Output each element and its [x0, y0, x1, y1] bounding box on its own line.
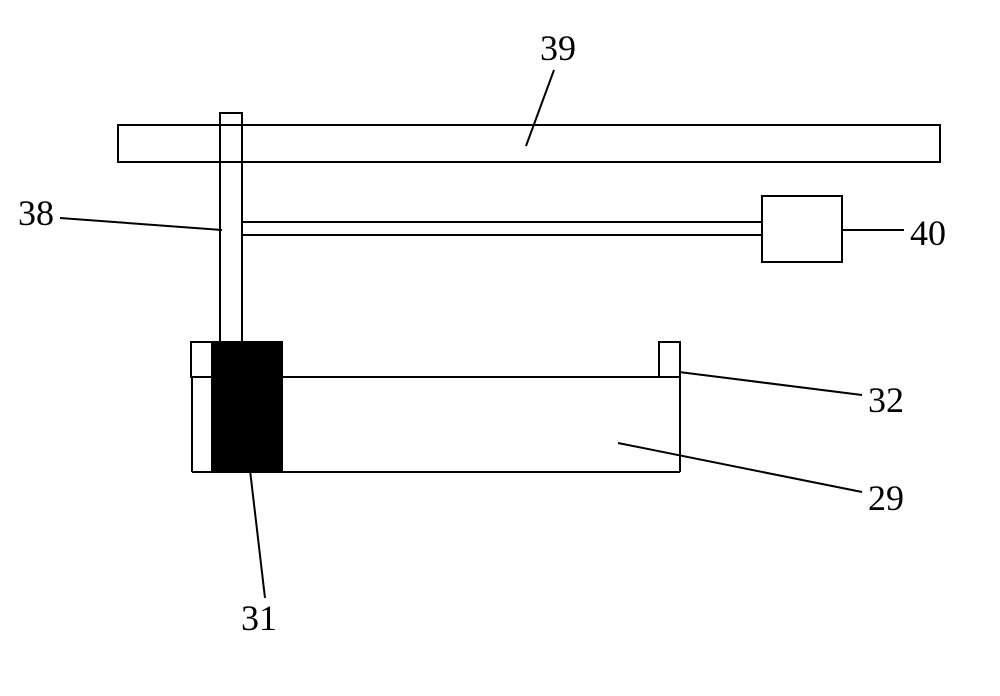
leader-n31 [250, 470, 265, 598]
label-n31: 31 [241, 598, 277, 638]
leader-n32 [679, 372, 862, 395]
label-n38: 38 [18, 193, 54, 233]
leader-n38 [60, 218, 222, 230]
leader-n29 [618, 443, 862, 492]
label-n32: 32 [868, 380, 904, 420]
technical-diagram: 39 38 40 32 29 31 [0, 0, 1000, 696]
black-block [212, 342, 282, 472]
label-n40: 40 [910, 213, 946, 253]
right-box [762, 196, 842, 262]
horizontal-rod [242, 222, 762, 235]
leader-n39 [526, 70, 554, 146]
label-n29: 29 [868, 478, 904, 518]
right-tab [659, 342, 680, 377]
label-n39: 39 [540, 28, 576, 68]
vertical-post [220, 113, 242, 342]
left-tab [191, 342, 212, 377]
